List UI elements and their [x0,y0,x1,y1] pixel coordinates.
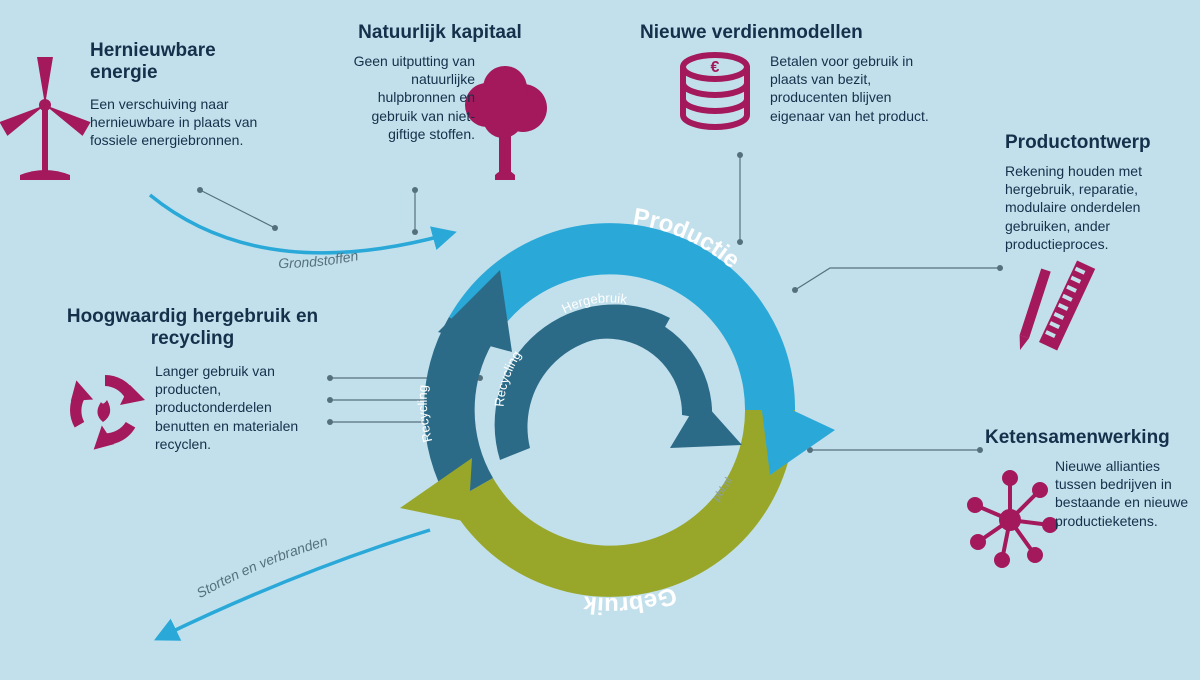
design-tools-icon [1015,260,1095,351]
natural-capital-desc: Geen uitputting van natuurlijke hulpbron… [335,52,475,143]
tree-icon [465,66,547,180]
coins-icon: € [683,55,747,127]
chain-title: Ketensamenwerking [985,427,1195,449]
natural-capital-title: Natuurlijk kapitaal [330,22,550,44]
business-models-title: Nieuwe verdienmodellen [640,22,920,44]
recycle-icon [55,375,145,462]
inflow-stream: Grondstoffen [150,195,445,271]
chain-desc: Nieuwe allianties tussen bedrijven in be… [1055,457,1195,530]
business-models-desc: Betalen voor gebruik in plaats van bezit… [770,52,945,125]
recycling-title: Hoogwaardig hergebruik en recycling [60,306,325,350]
cycle-ring: Productie Gebruik Recycling Hergebruik R… [400,203,838,619]
wind-turbine-icon [0,57,91,180]
recycling-desc: Langer gebruik van producten, productond… [155,362,330,453]
network-icon [969,472,1056,566]
product-design-title: Productontwerp [1005,132,1190,154]
product-design-desc: Rekening houden met hergebruik, reparati… [1005,162,1185,253]
energy-title: Hernieuwbare energie [90,40,260,84]
outflow-stream: Storten en verbranden [165,530,430,635]
svg-text:€: € [711,59,720,76]
energy-desc: Een verschuiving naar hernieuwbare in pl… [90,95,260,150]
